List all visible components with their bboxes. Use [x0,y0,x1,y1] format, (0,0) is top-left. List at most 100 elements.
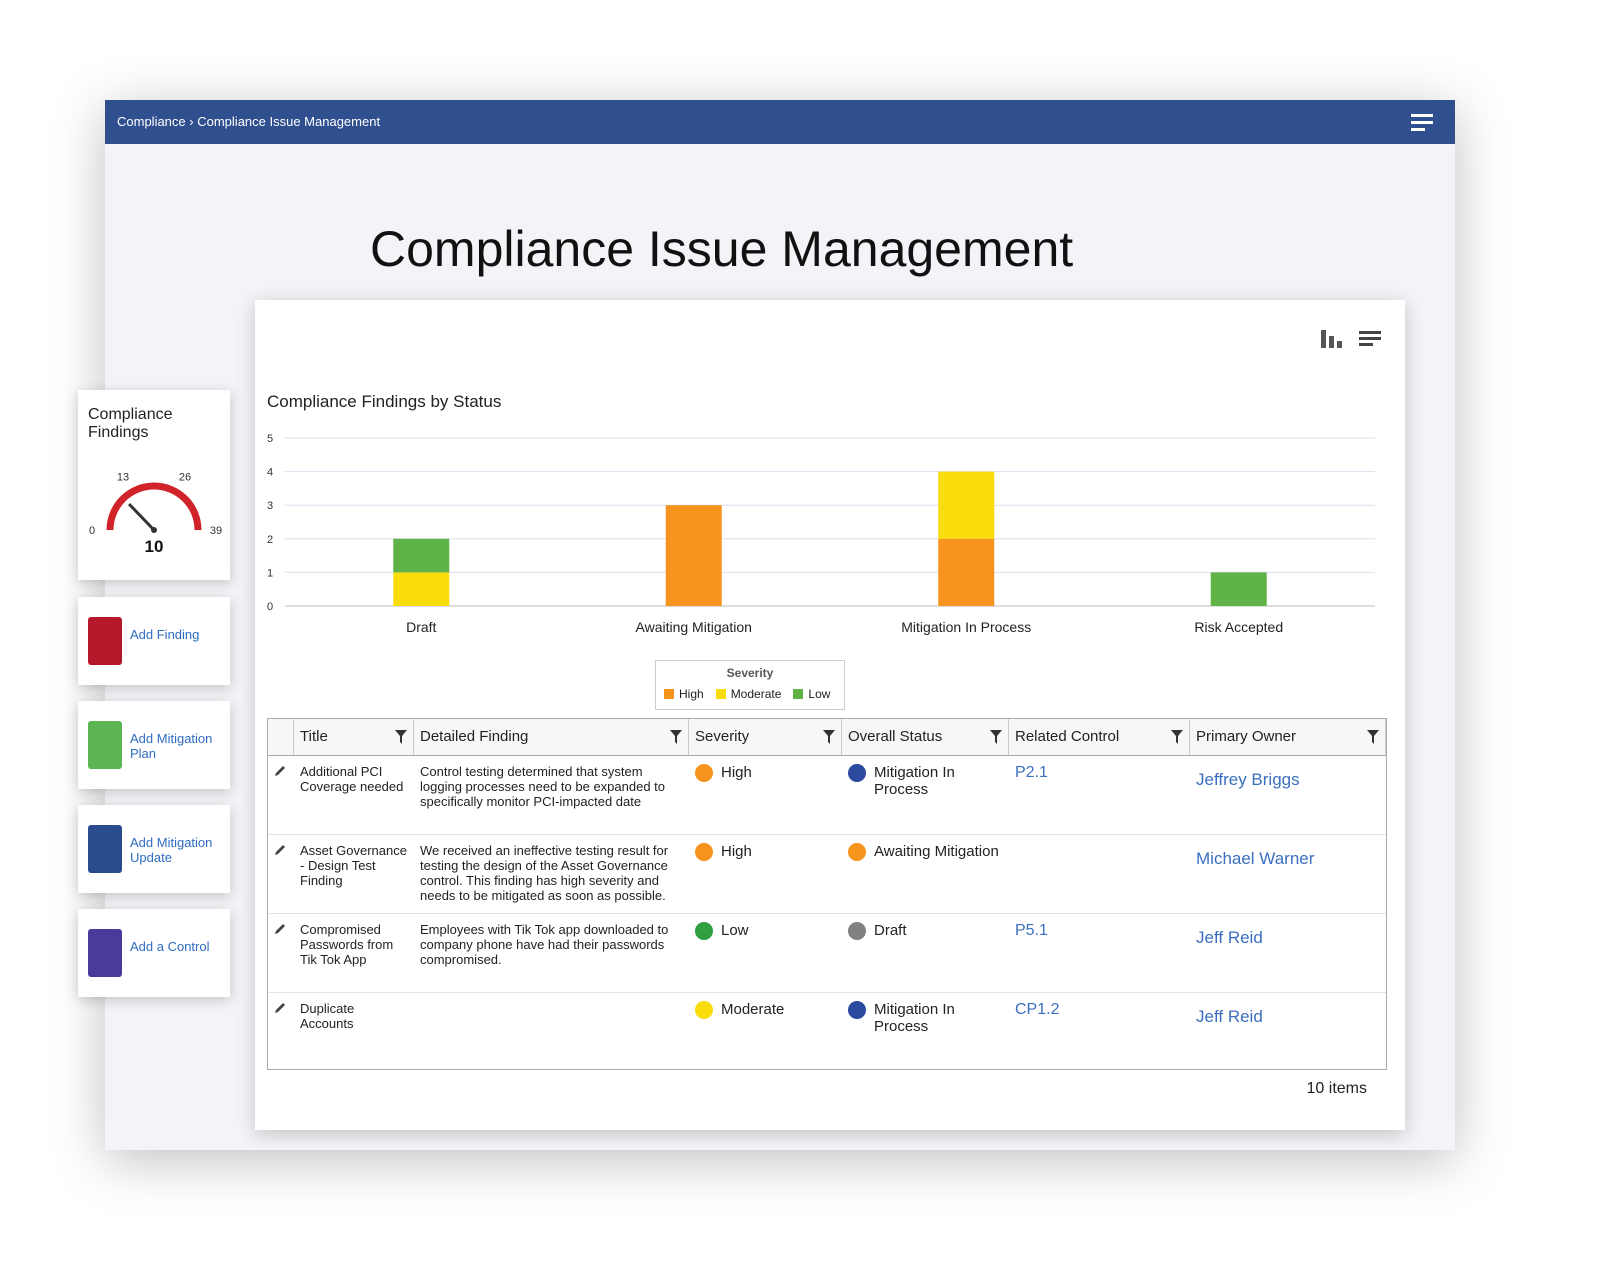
gauge-tick-label: 13 [117,471,129,483]
filter-icon[interactable] [1367,730,1379,744]
filter-shape [990,730,1002,744]
gauge-title: Compliance Findings [88,406,173,441]
gauge-card: Compliance Findings 0 13 26 39 10 [78,390,230,580]
gauge-tick-label: 26 [179,471,191,483]
status-cell: Mitigation In Process [842,993,1009,1069]
edit-cell [268,914,294,992]
severity-dot [695,843,713,861]
breadcrumb-root[interactable]: Compliance [117,114,186,129]
table-row: Duplicate Accounts Moderate Mitigation In … [268,993,1386,1069]
edit-icon[interactable] [274,844,286,856]
bar-segment [938,471,995,539]
owner-link[interactable]: Michael Warner [1196,849,1315,868]
severity-dot [695,1001,713,1019]
column-header: Detailed Finding [414,719,689,755]
control-link[interactable]: P2.1 [1015,764,1048,781]
severity-label: Moderate [721,1001,785,1018]
action-card[interactable]: Add a Control [78,909,230,997]
owner-link[interactable]: Jeff Reid [1196,1007,1263,1026]
edit-cell [268,835,294,913]
page-title: Compliance Issue Management [370,221,1074,277]
filter-shape [1367,730,1379,744]
pencil [275,1003,285,1013]
column-header-label: Severity [695,728,750,745]
table-row: Compromised Passwords from Tik Tok App Em… [268,914,1386,993]
column-header-label: Primary Owner [1196,728,1297,745]
top-bar: Compliance › Compliance Issue Management [105,100,1455,144]
chart-view-icon[interactable] [1321,330,1342,348]
table-row: Additional PCI Coverage needed Control te… [268,756,1386,835]
table-header: Title Detailed Finding Severity Overall Sta… [268,719,1386,756]
bar-segment [665,505,722,606]
control-link[interactable]: CP1.2 [1015,1001,1060,1018]
filter-shape [823,730,835,744]
legend-label: Moderate [730,687,782,701]
y-tick-label: 4 [267,467,273,479]
x-tick-label: Awaiting Mitigation [636,619,752,635]
filter-icon[interactable] [990,730,1002,744]
column-header-label: Detailed Finding [420,728,529,745]
column-header: Title [294,719,414,755]
severity-cell: High [689,835,842,913]
gauge-value: 10 [145,537,164,556]
finding-cell [414,993,689,1069]
action-card[interactable]: Add Finding [78,597,230,685]
legend: Severity High Moderate Low [655,660,845,710]
x-tick-label: Risk Accepted [1194,619,1283,635]
gauge-hub [151,527,157,533]
x-tick-label: Mitigation In Process [901,619,1031,635]
column-header-label: Overall Status [848,728,943,745]
legend-title: Severity [726,666,774,680]
bar-segment [393,538,450,573]
edit-icon[interactable] [274,923,286,935]
filter-icon[interactable] [823,730,835,744]
x-tick-label: Draft [406,619,436,635]
status-cell: Draft [842,914,1009,992]
breadcrumb-sep: › [189,114,198,129]
status-dot [848,922,866,940]
control-cell: P5.1 [1009,914,1190,992]
legend-items: High Moderate Low [664,687,830,701]
column-header: Severity [689,719,842,755]
chart-panel: Compliance Findings by Status 0 1 2 3 4 5 Draf… [255,300,1405,1130]
y-tick-label: 2 [267,534,273,546]
edit-col-header [268,719,294,755]
status-label: Awaiting Mitigation [874,843,999,860]
filter-icon[interactable] [1171,730,1183,744]
table-row: Asset Governance - Design Test Finding We… [268,835,1386,914]
legend-entry: High [664,687,704,701]
action-icon [88,825,122,873]
action-card[interactable]: Add Mitigation Update [78,805,230,893]
bar-segment [1210,572,1267,606]
findings-table: Title Detailed Finding Severity Overall Sta… [267,718,1387,1070]
control-cell: CP1.2 [1009,993,1190,1069]
status-dot [848,1001,866,1019]
owner-cell: Jeff Reid [1190,914,1386,992]
y-tick-label: 3 [267,500,273,512]
action-card[interactable]: Add Mitigation Plan [78,701,230,789]
pencil [275,924,285,934]
status-label: Draft [874,922,907,939]
filter-icon[interactable] [395,730,407,744]
filter-shape [670,730,682,744]
title-cell: Asset Governance - Design Test Finding [300,843,407,888]
owner-cell: Jeff Reid [1190,993,1386,1069]
item-count: 10 items [1306,1080,1367,1097]
filter-icon[interactable] [670,730,682,744]
control-link[interactable]: P5.1 [1015,922,1048,939]
list-view-icon[interactable] [1359,331,1381,346]
edit-icon[interactable] [274,765,286,777]
owner-link[interactable]: Jeff Reid [1196,928,1263,947]
status-cell: Awaiting Mitigation [842,835,1009,913]
menu-icon[interactable] [1411,112,1435,132]
breadcrumb-current[interactable]: Compliance Issue Management [197,114,381,129]
owner-link[interactable]: Jeffrey Briggs [1196,770,1300,789]
legend-swatch [715,689,726,699]
legend-entry: Moderate [715,687,782,701]
finding-cell: Control testing determined that system l… [420,764,666,809]
action-icon [88,721,122,769]
edit-icon[interactable] [274,1002,286,1014]
finding-cell: We received an ineffective testing resul… [420,843,669,903]
column-header-label: Title [300,728,328,745]
